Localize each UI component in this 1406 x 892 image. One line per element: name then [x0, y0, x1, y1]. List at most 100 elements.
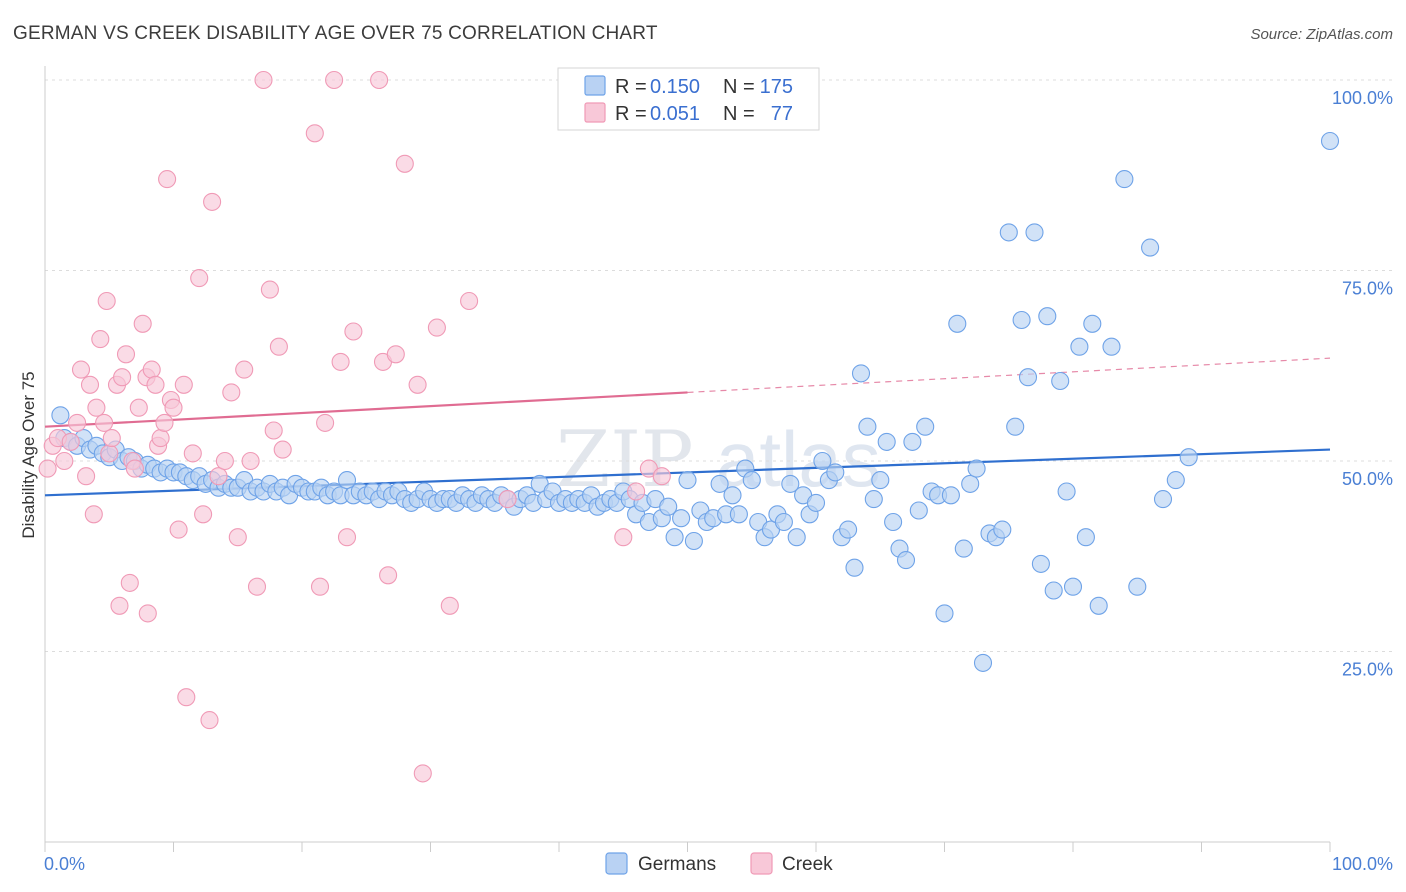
- germans-point-147: [993, 520, 1012, 539]
- germans-point-139: [941, 486, 960, 505]
- germans-point-121: [826, 463, 845, 482]
- germans-point-115: [787, 528, 806, 547]
- creek-point-56: [310, 577, 330, 596]
- germans-point-157: [1057, 482, 1076, 501]
- germans-point-167: [1153, 490, 1173, 509]
- scatter-points: [38, 70, 1340, 783]
- creek-point-45: [222, 383, 241, 402]
- germans-point-151: [1018, 368, 1038, 387]
- creek-point-50: [254, 70, 273, 90]
- germans-point-125: [851, 364, 871, 383]
- germans-point-148: [999, 223, 1018, 242]
- creek-point-66: [395, 154, 414, 173]
- germans-point-124: [845, 558, 864, 577]
- germans-point-133: [903, 432, 922, 451]
- germans-point-96: [665, 528, 684, 547]
- creek-point-68: [413, 764, 432, 783]
- creek-point-5: [68, 413, 87, 432]
- legend-germans-n-label: N =: [723, 76, 755, 98]
- germans-point-162: [1089, 596, 1108, 615]
- germans-point-0: [51, 406, 70, 425]
- y-tick-label-1: 50.0%: [1342, 469, 1393, 489]
- creek-trend-line-dashed: [687, 357, 1331, 394]
- legend-germans-r-value: 0.150: [650, 76, 700, 98]
- legend-germans-n-value: 175: [760, 76, 793, 98]
- creek-point-28: [146, 375, 165, 394]
- germans-point-169: [1179, 448, 1198, 467]
- creek-point-64: [379, 566, 398, 585]
- legend-creek-n-label: N =: [723, 103, 755, 125]
- x-tick-label-max: 100.0%: [1332, 854, 1393, 874]
- x-tick-label-min: 0.0%: [44, 854, 85, 874]
- y-axis-label: Disability Age Over 75: [19, 371, 38, 538]
- creek-point-72: [498, 490, 517, 509]
- creek-point-35: [169, 520, 188, 539]
- germans-point-142: [961, 474, 980, 493]
- germans-point-127: [864, 490, 883, 509]
- creek-point-44: [215, 451, 234, 471]
- germans-point-168: [1166, 471, 1185, 490]
- y-tick-label-0: 25.0%: [1342, 660, 1393, 680]
- creek-point-32: [158, 170, 177, 189]
- creek-point-4: [61, 432, 80, 451]
- creek-point-20: [120, 573, 139, 592]
- creek-point-39: [190, 269, 209, 288]
- germans-point-166: [1141, 238, 1160, 257]
- germans-point-114: [781, 474, 800, 493]
- creek-point-61: [344, 322, 363, 341]
- creek-point-76: [652, 467, 671, 486]
- creek-point-47: [235, 360, 254, 379]
- germans-point-160: [1076, 528, 1095, 547]
- chart-source: Source: ZipAtlas.com: [1250, 26, 1393, 43]
- creek-point-11: [91, 330, 110, 349]
- creek-point-43: [209, 467, 228, 486]
- creek-point-71: [460, 291, 479, 311]
- legend-swatch-creek: [584, 102, 606, 123]
- creek-point-62: [370, 70, 389, 90]
- bottom-legend-swatch-creek: [750, 852, 773, 875]
- germans-point-113: [774, 512, 793, 532]
- germans-point-95: [659, 497, 678, 516]
- creek-point-31: [155, 413, 174, 432]
- creek-point-22: [125, 459, 144, 478]
- germans-point-144: [973, 653, 993, 672]
- germans-point-154: [1038, 307, 1057, 326]
- creek-point-24: [133, 314, 152, 333]
- germans-point-108: [742, 471, 761, 490]
- creek-point-74: [627, 482, 646, 501]
- creek-point-19: [116, 345, 136, 364]
- creek-point-0: [38, 459, 57, 478]
- germans-point-164: [1115, 170, 1134, 189]
- creek-point-38: [183, 444, 202, 463]
- creek-point-46: [228, 528, 247, 547]
- germans-point-143: [967, 459, 986, 478]
- creek-point-12: [95, 413, 114, 432]
- legend-creek-r-label: R =: [615, 103, 647, 125]
- germans-point-123: [839, 520, 858, 539]
- creek-point-26: [138, 604, 157, 623]
- germans-point-170: [1320, 131, 1340, 151]
- stats-legend: R = 0.150 N = 175 R = 0.051 N = 77: [557, 67, 820, 131]
- creek-point-36: [174, 375, 193, 394]
- germans-point-132: [896, 551, 916, 570]
- creek-point-41: [200, 711, 219, 730]
- watermark: ZIP atlas: [556, 415, 881, 505]
- germans-point-134: [909, 501, 928, 520]
- creek-point-6: [71, 360, 91, 379]
- germans-point-156: [1051, 371, 1070, 391]
- germans-point-165: [1128, 577, 1147, 596]
- germans-point-159: [1070, 337, 1089, 356]
- creek-point-30: [151, 429, 170, 448]
- creek-point-52: [264, 421, 283, 440]
- creek-point-54: [273, 440, 292, 459]
- creek-point-49: [247, 577, 267, 596]
- germans-point-106: [729, 505, 748, 524]
- germans-point-126: [858, 417, 877, 436]
- germans-point-98: [678, 471, 697, 490]
- creek-point-10: [87, 398, 106, 417]
- creek-point-13: [97, 291, 116, 311]
- germans-point-130: [884, 512, 903, 532]
- creek-point-58: [325, 70, 344, 90]
- germans-point-152: [1025, 223, 1044, 242]
- creek-point-60: [337, 528, 357, 547]
